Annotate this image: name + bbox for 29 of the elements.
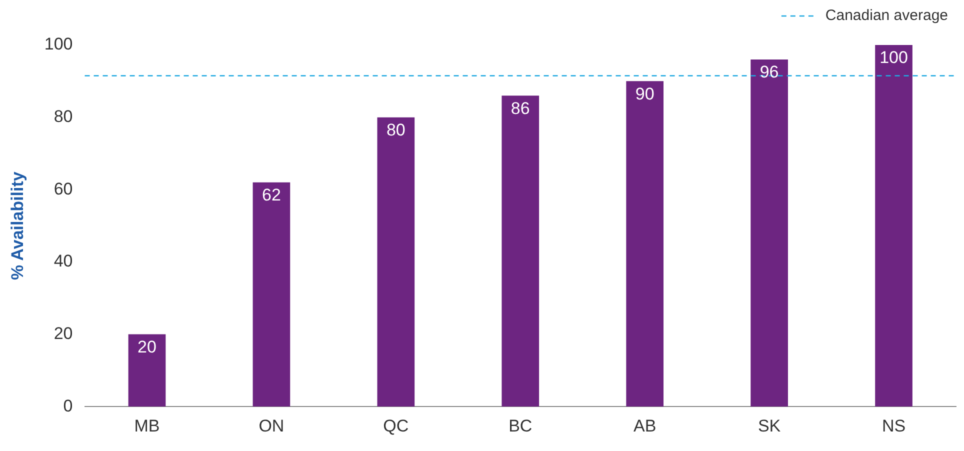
y-tick-label: 60: [54, 179, 73, 198]
bar: [128, 334, 166, 407]
y-axis-title: % Availability: [8, 171, 27, 280]
data-label: 20: [138, 337, 156, 356]
bar: [502, 96, 540, 407]
x-tick-label: NS: [882, 416, 906, 436]
y-tick-label: 20: [54, 324, 73, 343]
data-label: 96: [760, 62, 779, 82]
y-tick-label: 80: [54, 107, 73, 126]
x-tick-label: AB: [634, 416, 656, 436]
data-label: 90: [635, 84, 654, 104]
y-tick-label: 100: [44, 34, 73, 54]
y-tick-label: 0: [63, 396, 73, 416]
x-tick-label: MB: [134, 416, 160, 436]
bar: [875, 45, 912, 407]
x-tick-label: BC: [508, 416, 532, 436]
legend-label: Canadian average: [825, 7, 948, 24]
data-label: 62: [262, 186, 281, 205]
x-tick-label: SK: [758, 416, 782, 436]
bar: [377, 117, 415, 407]
bar: [750, 59, 788, 407]
bar: [626, 81, 664, 407]
data-label: 100: [880, 48, 908, 68]
data-label: 80: [386, 120, 406, 140]
x-tick-label: QC: [383, 416, 409, 436]
bar: [252, 182, 290, 407]
x-tick-label: ON: [258, 416, 284, 436]
y-tick-label: 40: [54, 252, 73, 271]
data-label: 86: [510, 98, 530, 118]
